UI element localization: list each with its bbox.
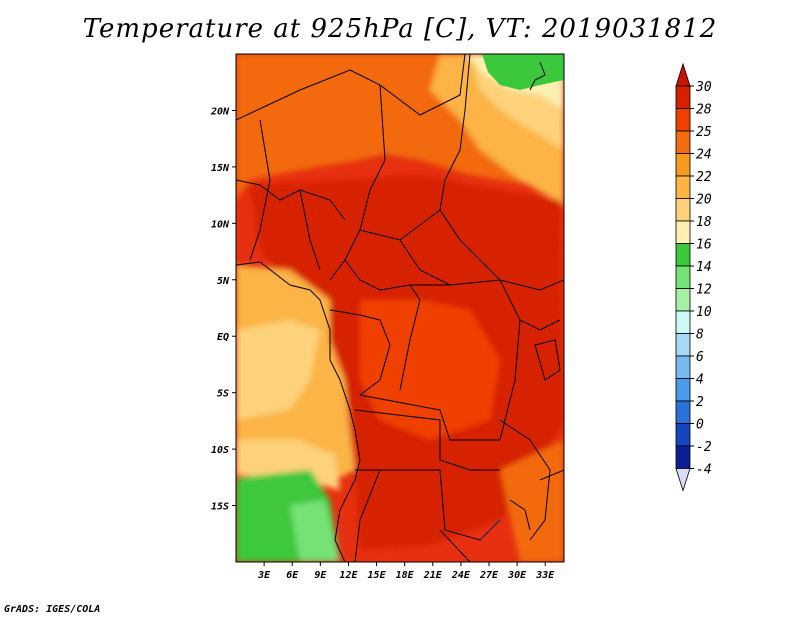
lat-tick-label: 10S	[211, 445, 229, 456]
lat-tick-label: 15N	[211, 163, 230, 174]
colorbar-label: 28	[696, 103, 712, 118]
lon-tick-label: 12E	[339, 570, 358, 581]
lon-tick-label: 21E	[423, 570, 443, 581]
colorbar-swatch	[675, 378, 691, 402]
colorbar-label: -2	[696, 440, 712, 455]
colorbar-swatch	[675, 310, 691, 334]
lon-tick-label: 27E	[479, 570, 499, 581]
colorbar-label: 20	[696, 193, 712, 208]
field-atlantic-yellow	[236, 320, 320, 420]
colorbar-swatch	[675, 400, 691, 424]
map-title: Temperature at 925hPa [C], VT: 201903181…	[82, 14, 718, 44]
colorbar-label: 24	[696, 148, 712, 163]
field-sahel-orange	[236, 110, 400, 200]
country-borders	[236, 54, 564, 562]
lon-tick-label: 24E	[451, 570, 471, 581]
colorbar-bottom-arrow	[675, 468, 691, 492]
colorbar-label: 12	[696, 283, 712, 298]
colorbar-label: 4	[696, 373, 704, 388]
lon-tick-label: 3E	[257, 570, 271, 581]
lon-tick-label: 30E	[507, 570, 527, 581]
colorbar-label: 8	[696, 328, 704, 343]
colorbar-label: 16	[696, 238, 712, 253]
colorbar-swatch	[675, 355, 691, 379]
colorbar-label: -4	[696, 463, 712, 478]
colorbar-label: 18	[696, 215, 712, 230]
colorbar-swatch	[675, 130, 691, 154]
lat-tick-label: 5N	[217, 276, 230, 287]
colorbar-label: 30	[695, 80, 712, 95]
colorbar-label: 14	[696, 260, 712, 275]
lat-axis: 20N 15N 10N 5N EQ 5S 10S 15S	[210, 106, 236, 513]
namibia-light-green	[290, 500, 340, 562]
field-se-orange	[500, 440, 564, 562]
footer-credit: GrADS: IGES/COLA	[4, 604, 101, 615]
colorbar-label: 25	[696, 125, 712, 140]
colorbar-label: 10	[696, 305, 712, 320]
lon-tick-label: 9E	[314, 570, 327, 581]
colorbar-label: 0	[696, 418, 704, 433]
colorbar-swatch	[675, 153, 691, 177]
colorbar-swatch	[675, 198, 691, 222]
lat-tick-label: 20N	[210, 106, 230, 117]
lat-tick-label: 10N	[211, 219, 230, 230]
colorbar-swatch	[675, 85, 691, 109]
lon-tick-label: 6E	[286, 570, 299, 581]
colorbar-swatch	[675, 333, 691, 357]
lon-tick-label: 33E	[535, 570, 555, 581]
lon-axis: 3E 6E 9E 12E 15E 18E 21E 24E 27E 30E 33E	[257, 562, 555, 581]
lon-tick-label: 18E	[396, 570, 415, 581]
lat-tick-label: 5S	[217, 389, 229, 400]
colorbar-swatch	[675, 243, 691, 267]
lon-tick-label: 15E	[368, 570, 387, 581]
colorbar-swatch	[675, 220, 691, 244]
map-frame	[235, 53, 565, 563]
colorbar-top-arrow	[675, 62, 691, 87]
colorbar-label: 6	[696, 350, 704, 365]
field-congo-orange	[360, 300, 500, 440]
colorbar-swatch	[675, 175, 691, 199]
colorbar-swatch	[675, 423, 691, 447]
colorbar-swatch	[675, 265, 691, 289]
colorbar-swatch	[675, 445, 691, 469]
lat-tick-label: EQ	[217, 332, 229, 343]
sahara-east-green	[482, 54, 564, 90]
colorbar-label: 2	[696, 395, 704, 410]
colorbar-label: 22	[696, 170, 712, 185]
colorbar-swatch	[675, 108, 691, 132]
lat-tick-label: 15S	[211, 502, 229, 513]
colorbar-swatch	[675, 288, 691, 312]
temperature-field	[236, 54, 564, 562]
